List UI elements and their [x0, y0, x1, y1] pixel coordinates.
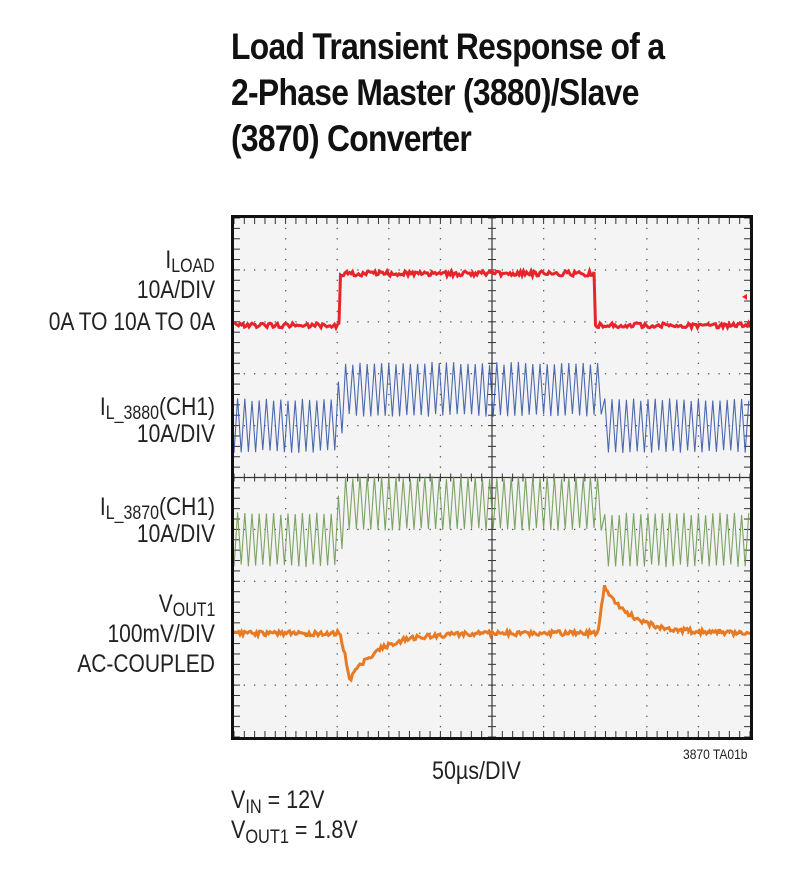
title-line-1: Load Transient Response of a: [231, 24, 713, 70]
vout1-note: AC-COUPLED: [77, 650, 215, 678]
condition-vin: VIN = 12V: [231, 786, 324, 814]
il3870-label: IL_3870(CH1): [100, 493, 215, 521]
vout1-label: VOUT1: [158, 590, 215, 618]
il3870-scale: 10A/DIV: [137, 520, 215, 548]
iload-label: ILOAD: [166, 246, 215, 274]
title-line-2: 2-Phase Master (3880)/Slave: [231, 70, 713, 116]
chart-title: Load Transient Response of a 2-Phase Mas…: [231, 24, 713, 162]
iload-scale: 10A/DIV: [137, 276, 215, 304]
il3880-label: IL_3880(CH1): [100, 393, 215, 421]
condition-vout: VOUT1 = 1.8V: [231, 816, 358, 844]
oscilloscope-plot: [231, 215, 753, 740]
scope-traces: [234, 218, 750, 737]
x-axis-label: 50µs/DIV: [432, 757, 521, 786]
figure-id: 3870 TA01b: [683, 746, 748, 762]
title-line-3: (3870) Converter: [231, 116, 713, 162]
iload-note: 0A TO 10A TO 0A: [48, 308, 215, 336]
il3880-scale: 10A/DIV: [137, 420, 215, 448]
vout1-scale: 100mV/DIV: [108, 620, 215, 648]
